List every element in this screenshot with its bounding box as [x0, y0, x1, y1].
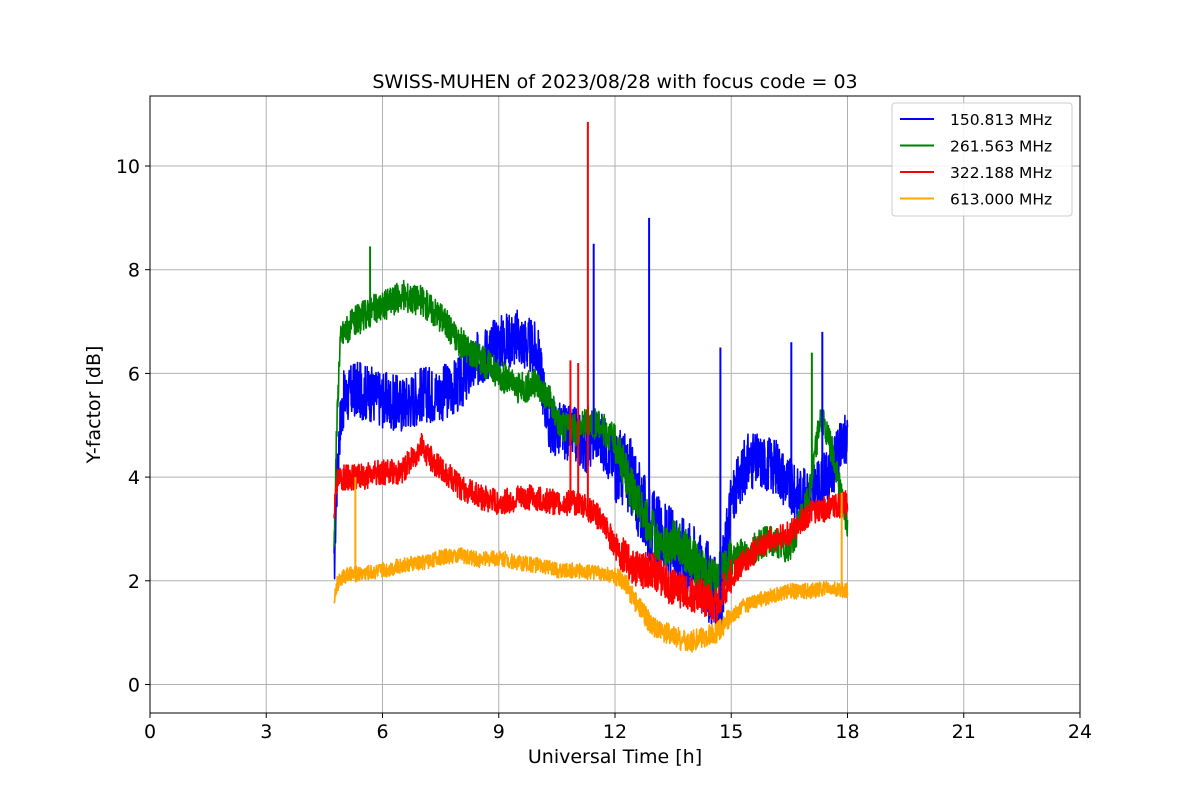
- y-tick-label: 10: [116, 156, 140, 178]
- x-tick-label: 0: [144, 721, 156, 743]
- series-lines: [333, 121, 849, 653]
- y-tick-label: 6: [128, 363, 140, 385]
- chart-title: SWISS-MUHEN of 2023/08/28 with focus cod…: [372, 71, 857, 93]
- x-tick-label: 9: [493, 721, 505, 743]
- series-line-322-188-mhz: [333, 432, 849, 624]
- x-tick-label: 18: [835, 721, 859, 743]
- x-tick-label: 24: [1068, 721, 1092, 743]
- x-tick-label: 15: [719, 721, 743, 743]
- x-tick-label: 21: [952, 721, 976, 743]
- x-tick-label: 3: [260, 721, 272, 743]
- y-tick-label: 2: [128, 571, 140, 593]
- x-tick-label: 12: [603, 721, 627, 743]
- legend-label: 261.563 MHz: [950, 138, 1052, 156]
- legend: 150.813 MHz 261.563 MHz 322.188 MHz 613.000…: [891, 102, 1073, 217]
- legend-label: 613.000 MHz: [950, 191, 1052, 209]
- y-tick-label: 8: [128, 260, 140, 282]
- y-axis-label: Y-factor [dB]: [83, 346, 105, 465]
- y-tick-label: 4: [128, 467, 140, 489]
- legend-label: 322.188 MHz: [950, 164, 1052, 182]
- y-tick-label: 0: [128, 674, 140, 696]
- legend-box: [891, 102, 1073, 217]
- series-line-613-000-mhz: [333, 547, 849, 653]
- series-line-150-813-mhz: [333, 309, 849, 638]
- x-axis-label: Universal Time [h]: [528, 746, 702, 768]
- x-tick-label: 6: [376, 721, 388, 743]
- legend-label: 150.813 MHz: [950, 111, 1052, 129]
